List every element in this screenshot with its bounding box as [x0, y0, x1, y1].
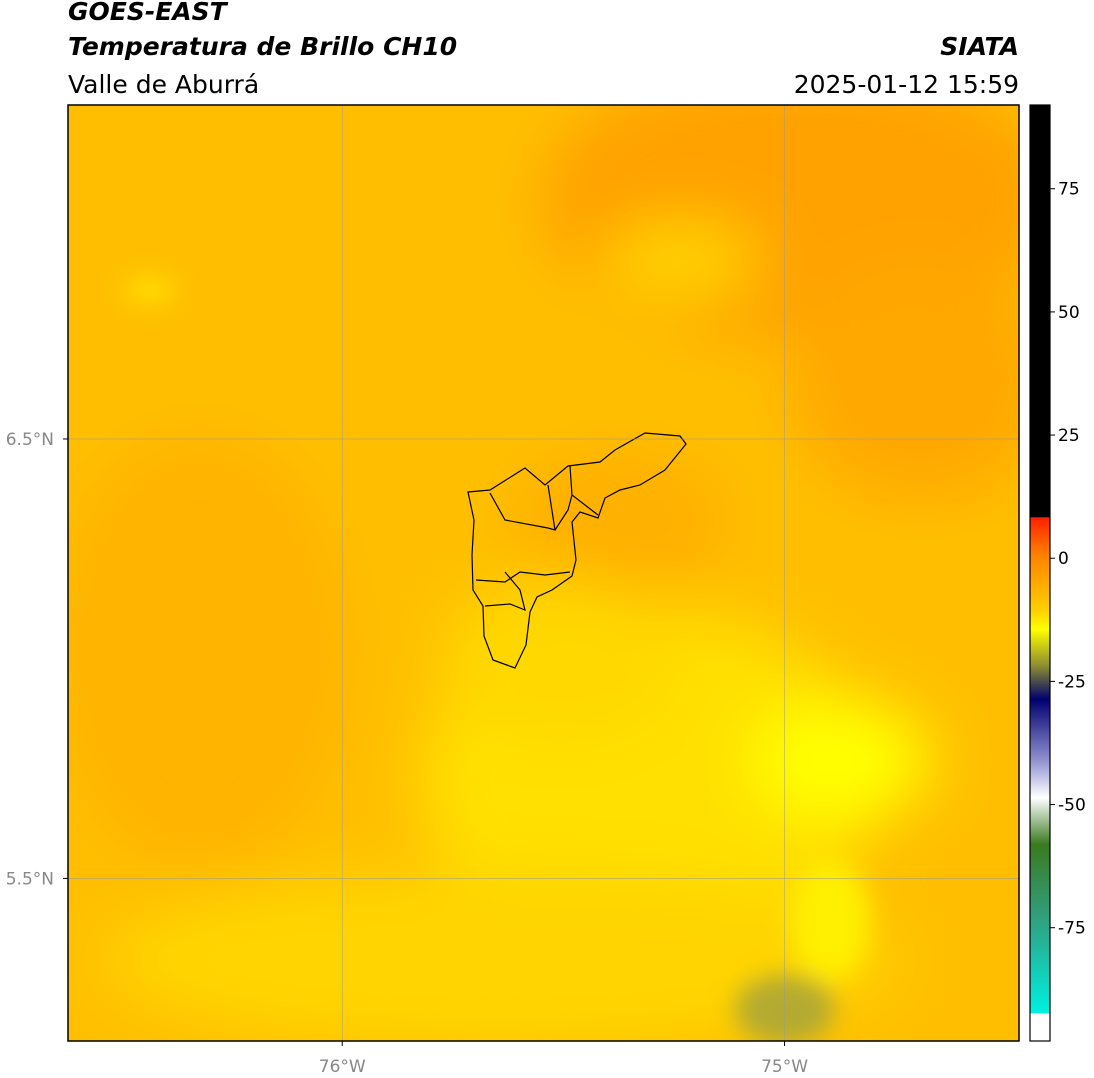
title: GOES-EAST: [68, 0, 229, 26]
colorbar: [1029, 104, 1051, 1042]
map-frame: [67, 104, 1020, 1042]
colorbar-tick-label: 25: [1058, 426, 1080, 446]
colorbar-tick-label: 0: [1058, 549, 1069, 569]
colorbar-tick-label: -75: [1058, 919, 1086, 939]
region: Valle de Aburrá: [68, 70, 259, 99]
lon-tick-label: 75°W: [761, 1057, 808, 1077]
timestamp: 2025-01-12 15:59: [794, 70, 1019, 99]
colorbar-tick-label: -50: [1058, 796, 1086, 816]
lon-tick-label: 76°W: [319, 1057, 366, 1077]
source: SIATA: [940, 32, 1019, 61]
subtitle: Temperatura de Brillo CH10: [68, 32, 457, 61]
colorbar-tick-label: 75: [1058, 180, 1080, 200]
lat-tick-label: 6.5°N: [6, 430, 54, 450]
lat-tick-label: 5.5°N: [6, 869, 54, 889]
map-field: [68, 105, 1019, 1041]
basin-outline: [467, 432, 687, 669]
colorbar-tick-label: -25: [1058, 672, 1086, 692]
colorbar-tick-label: 50: [1058, 303, 1080, 323]
